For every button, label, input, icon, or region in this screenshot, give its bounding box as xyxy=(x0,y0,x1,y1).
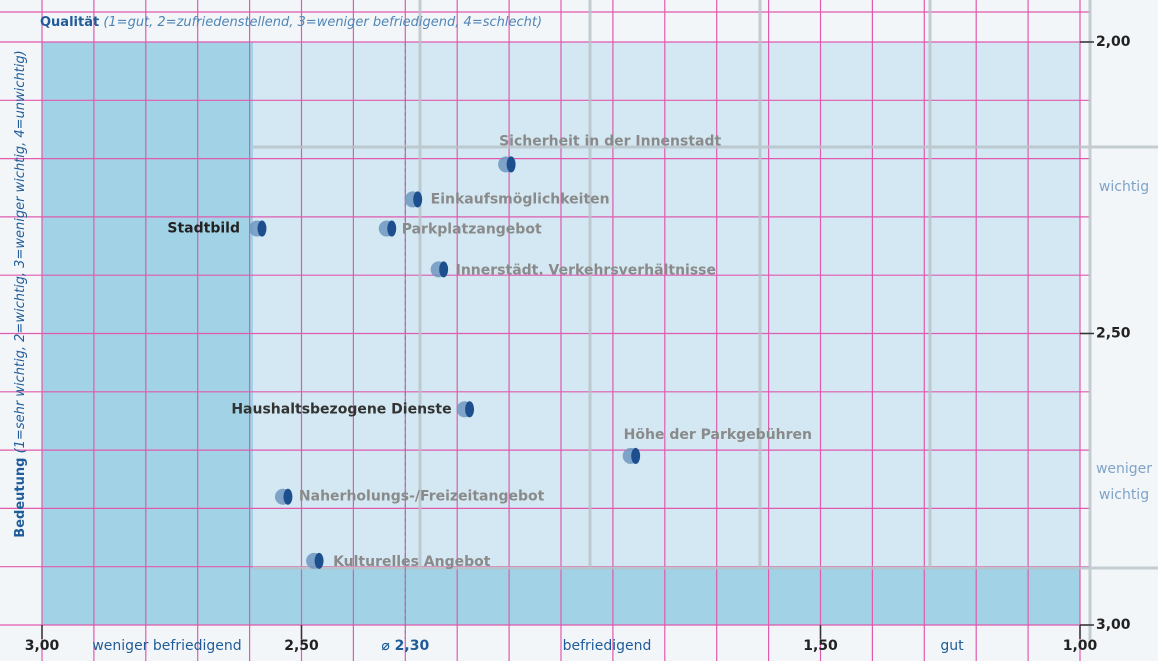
point-core xyxy=(506,156,516,173)
point-label: Einkaufsmöglichkeiten xyxy=(431,191,610,207)
point xyxy=(622,447,641,464)
x-region-label: befriedigend xyxy=(563,638,652,654)
point xyxy=(306,552,324,569)
chart-title: Qualität (1=gut, 2=zufriedenstellend, 3=… xyxy=(40,15,542,30)
mean-label: ⌀ 2,30 xyxy=(381,638,429,654)
point-core xyxy=(465,401,475,418)
point xyxy=(498,156,516,173)
x-region-label: gut xyxy=(940,638,964,654)
y-label-main: Bedeutung xyxy=(13,458,28,538)
grid xyxy=(0,0,1090,661)
y-axis-label: Bedeutung (1=sehr wichtig, 2=wichtig, 3=… xyxy=(13,50,28,537)
point xyxy=(430,261,449,278)
point-core xyxy=(387,220,397,237)
point xyxy=(456,401,475,418)
point-core xyxy=(314,552,324,569)
point xyxy=(274,488,293,505)
point-label: Höhe der Parkgebühren xyxy=(624,427,812,443)
point-core xyxy=(283,488,293,505)
y-tick-label: 2,00 xyxy=(1096,34,1131,50)
y-region-label: weniger wichtig xyxy=(1095,461,1153,503)
point xyxy=(378,220,397,237)
title: Qualität xyxy=(40,15,99,30)
point-label: Parkplatzangebot xyxy=(402,222,542,238)
point-label: Kulturelles Angebot xyxy=(333,554,491,570)
y-tick-label: 2,50 xyxy=(1096,326,1131,342)
y-region-label: wichtig xyxy=(1098,179,1150,195)
point-core xyxy=(413,191,423,208)
x-tick-label: 1,00 xyxy=(1063,638,1098,654)
point-core xyxy=(631,447,641,464)
subtitle: (1=gut, 2=zufriedenstellend, 3=weniger b… xyxy=(103,15,542,30)
x-tick-label: 2,50 xyxy=(284,638,319,654)
x-region-label: weniger befriedigend xyxy=(92,638,241,654)
x-tick-label: 1,50 xyxy=(803,638,838,654)
point-label: Haushaltsbezogene Dienste xyxy=(231,401,451,417)
y-tick-label: 3,00 xyxy=(1096,617,1131,633)
point-label: Naherholungs-/Freizeitangebot xyxy=(299,489,545,505)
overlay-lines xyxy=(253,0,1158,640)
point-core xyxy=(439,261,449,278)
point-label: Sicherheit in der Innenstadt xyxy=(499,133,721,149)
y-label-detail: (1=sehr wichtig, 2=wichtig, 3=weniger wi… xyxy=(13,50,28,453)
x-tick-label: 3,00 xyxy=(25,638,60,654)
point xyxy=(404,191,423,208)
point-core xyxy=(257,220,267,237)
point xyxy=(248,220,267,237)
point-label: Stadtbild xyxy=(167,221,240,237)
point-label: Innerstädt. Verkehrsverhältnisse xyxy=(456,262,716,278)
